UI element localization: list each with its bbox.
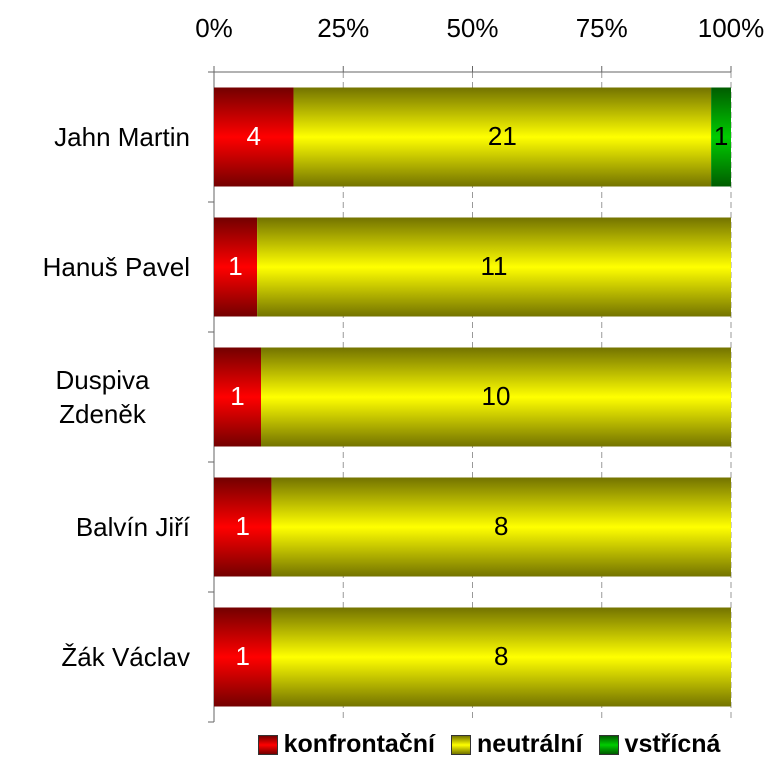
legend-label: vstřícná (624, 730, 721, 758)
y-tick-label: Hanuš Pavel (42, 252, 190, 282)
x-tick-label: 75% (576, 13, 628, 43)
bar-segment (261, 347, 731, 447)
y-tick-label: Balvín Jiří (75, 512, 190, 542)
data-label: 1 (235, 511, 249, 541)
y-tick-label: Duspiva Zdeněk (55, 365, 150, 429)
data-label: 8 (494, 641, 508, 671)
category-label-box: Žák Václav (0, 592, 190, 722)
data-label: 1 (228, 251, 242, 281)
data-label: 10 (482, 381, 511, 411)
data-label: 1 (235, 641, 249, 671)
legend-item: vstřícná (598, 730, 721, 759)
legend-swatch (450, 734, 471, 755)
legend-label: konfrontační (283, 730, 435, 758)
bar-segment (257, 217, 731, 317)
bar-segment (214, 217, 258, 317)
category-label-box: Balvín Jiří (0, 462, 190, 592)
data-label: 1 (714, 121, 728, 151)
legend: konfrontační neutrální vstřícná (200, 730, 778, 759)
legend-label: neutrální (476, 730, 583, 758)
x-tick-label: 0% (195, 13, 233, 43)
legend-item: konfrontační (257, 730, 435, 759)
bar-segment (214, 347, 261, 447)
bar-segment (293, 87, 712, 187)
bar-segment (711, 87, 731, 187)
bar-segment (214, 87, 294, 187)
category-label-box: Hanuš Pavel (0, 202, 190, 332)
y-tick-label: Jahn Martin (54, 122, 190, 152)
bar-segment (271, 477, 731, 577)
data-label: 11 (481, 251, 508, 281)
legend-swatch (257, 734, 278, 755)
legend-item: neutrální (450, 730, 583, 759)
x-tick-label: 25% (317, 13, 369, 43)
data-label: 21 (488, 121, 517, 151)
x-tick-label: 100% (698, 13, 765, 43)
data-label: 4 (247, 121, 261, 151)
category-label-box: Duspiva Zdeněk (0, 332, 190, 462)
legend-swatch (598, 734, 619, 755)
data-label: 1 (230, 381, 244, 411)
bar-segment (214, 607, 272, 707)
bar-segment (214, 477, 272, 577)
y-tick-label: Žák Václav (61, 642, 190, 672)
data-label: 8 (494, 511, 508, 541)
bar-segment (271, 607, 731, 707)
x-tick-label: 50% (446, 13, 498, 43)
category-label-box: Jahn Martin (0, 72, 190, 202)
